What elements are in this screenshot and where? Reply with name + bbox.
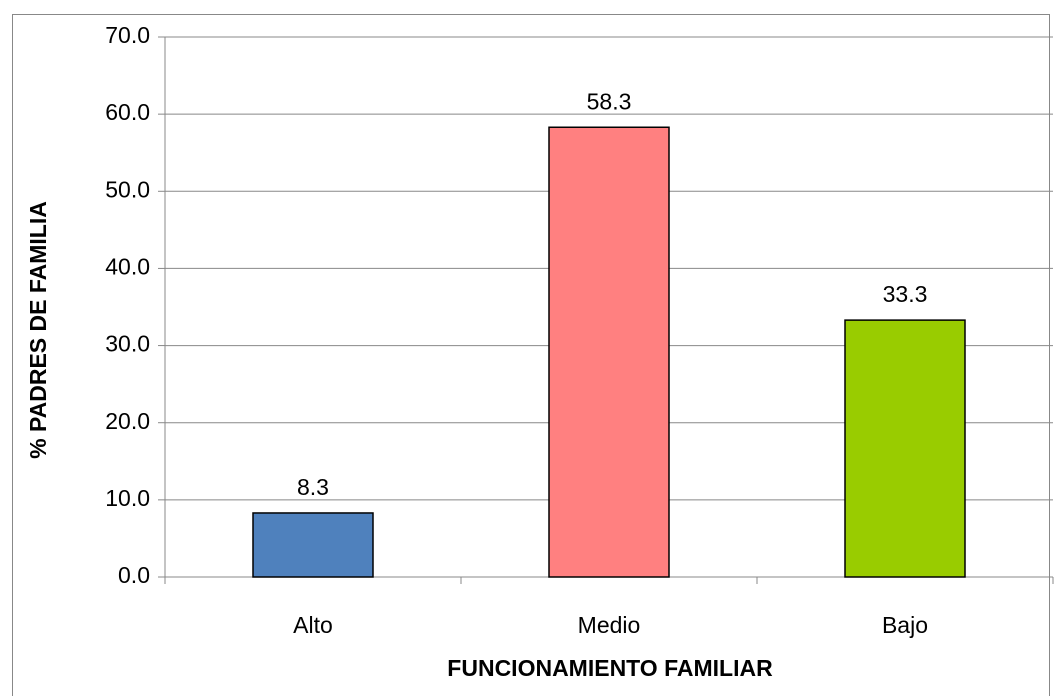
y-tick-label: 40.0 [105, 254, 150, 280]
x-tick-label: Bajo [882, 612, 928, 638]
y-tick-label: 20.0 [105, 408, 150, 434]
data-label: 58.3 [587, 88, 632, 114]
bar [252, 512, 374, 578]
data-label: 33.3 [883, 281, 928, 307]
y-tick-label: 50.0 [105, 176, 150, 202]
y-tick-label: 70.0 [105, 22, 150, 48]
data-label: 8.3 [297, 474, 329, 500]
bar [844, 319, 966, 578]
y-tick-label: 10.0 [105, 485, 150, 511]
y-axis-title: % PADRES DE FAMILIA [25, 201, 51, 459]
x-axis-title: FUNCIONAMIENTO FAMILIAR [447, 655, 773, 681]
x-tick-label: Alto [293, 612, 333, 638]
bar [548, 126, 670, 578]
y-tick-label: 30.0 [105, 331, 150, 357]
y-tick-label: 60.0 [105, 99, 150, 125]
x-tick-label: Medio [578, 612, 641, 638]
y-tick-label: 0.0 [118, 562, 150, 588]
